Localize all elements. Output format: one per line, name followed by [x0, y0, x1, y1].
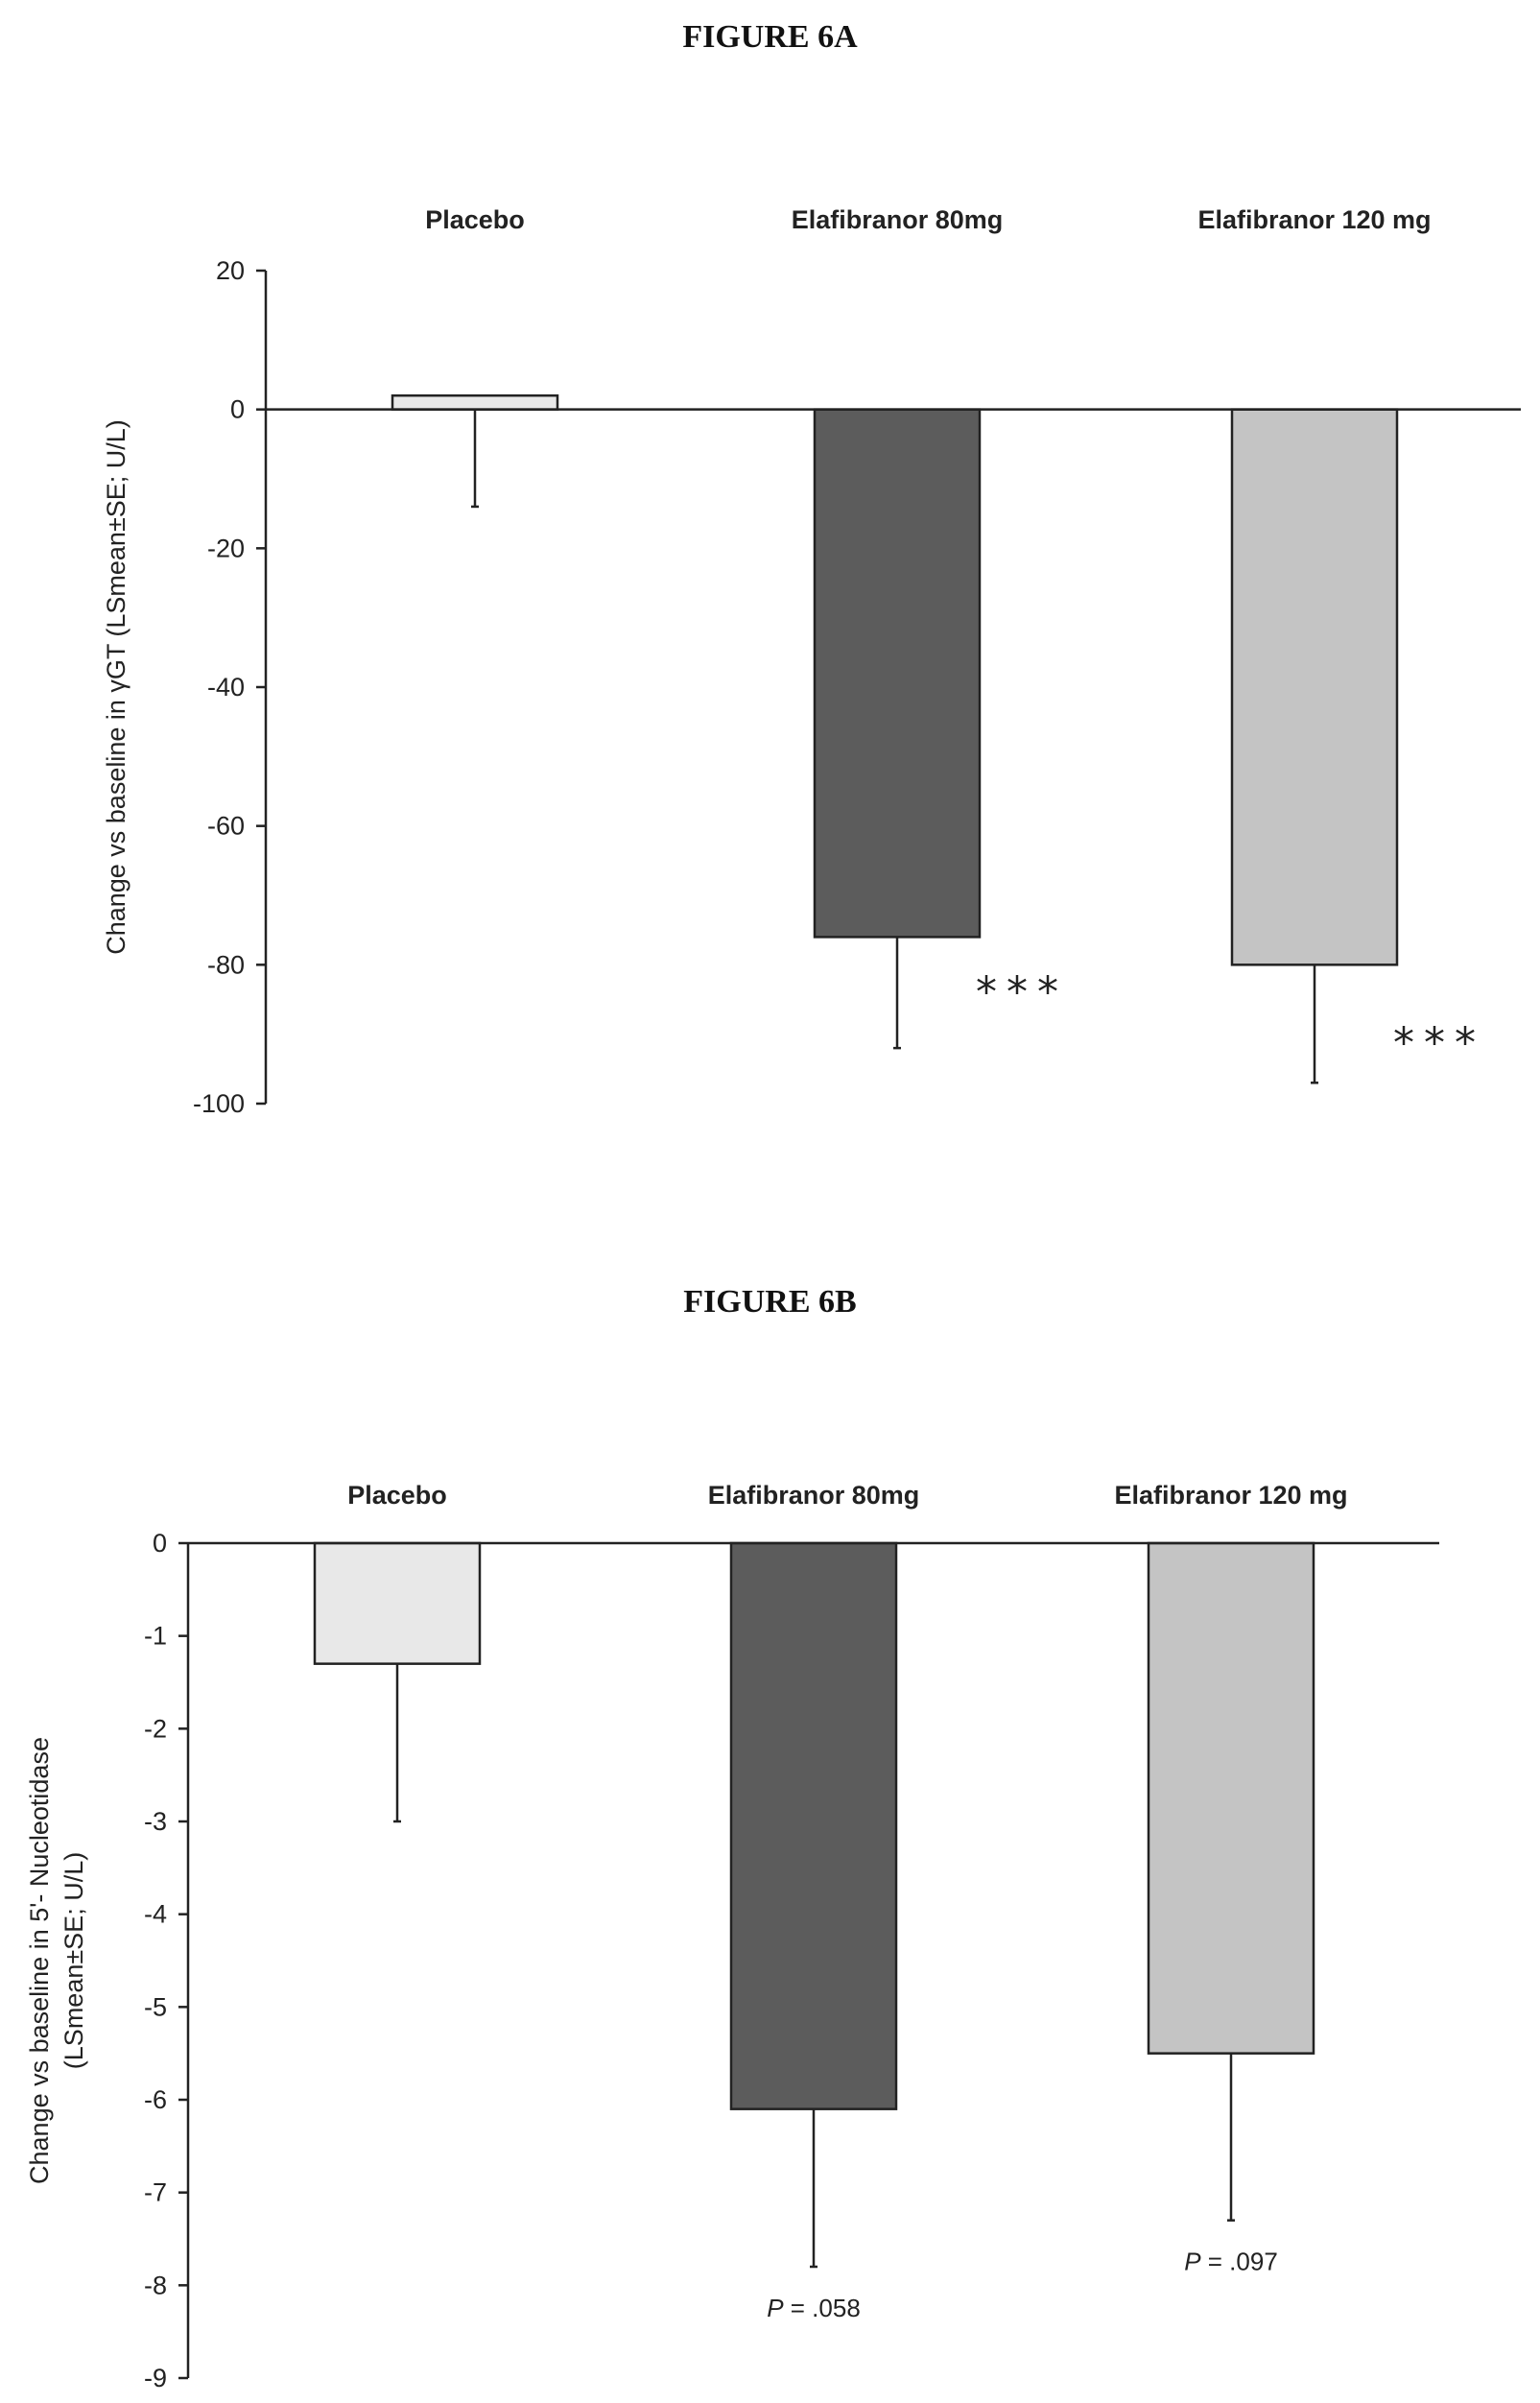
y-axis-label: Change vs baseline in γGT (LSmean±SE; U/…: [102, 419, 130, 955]
y-tick-label: -60: [207, 812, 245, 841]
category-label: Placebo: [347, 1481, 447, 1510]
bar: [729, 1541, 898, 2110]
p-value-annotation: P = .097: [1184, 2248, 1278, 2276]
bar: [813, 408, 982, 939]
figure-6b-title: FIGURE 6B: [683, 1284, 857, 1320]
significance-annotation: ***: [976, 967, 1068, 1016]
chart-figure-6a: 20 0 -20 -40 -60 -80 -100 Placebo Elafibranor 80…: [102, 205, 1521, 1118]
category-label: Elafibranor 80mg: [792, 205, 1004, 234]
y-tick-label: -20: [207, 534, 245, 562]
p-value-annotation: P = .058: [767, 2294, 861, 2322]
category-label: Elafibranor 120 mg: [1197, 205, 1431, 234]
y-tick-label: -7: [144, 2178, 167, 2207]
y-tick-label: -8: [144, 2271, 167, 2299]
bar: [313, 1541, 482, 1665]
y-tick-label: -40: [207, 673, 245, 702]
bar: [1147, 1541, 1315, 2055]
y-tick-label: -1: [144, 1622, 167, 1651]
y-tick-label: 0: [153, 1529, 167, 1558]
y-axis-label-line1: Change vs baseline in 5'- Nucleotidase: [25, 1737, 54, 2184]
bar: [1230, 408, 1399, 966]
y-tick-label: -9: [144, 2364, 167, 2392]
category-label: Elafibranor 120 mg: [1114, 1481, 1347, 1510]
y-tick-label: -80: [207, 950, 245, 979]
category-label: Elafibranor 80mg: [708, 1481, 920, 1510]
y-tick-label: -2: [144, 1714, 167, 1743]
significance-annotation: ***: [1393, 1018, 1485, 1067]
category-label: Placebo: [425, 205, 525, 234]
y-tick-label: -3: [144, 1807, 167, 1836]
y-tick-label: -100: [193, 1089, 245, 1118]
y-tick-label: 0: [230, 395, 245, 424]
y-tick-label: -5: [144, 1992, 167, 2021]
y-tick-label: 20: [216, 256, 245, 285]
figure-6a-title: FIGURE 6A: [682, 19, 858, 55]
y-tick-label: -6: [144, 2085, 167, 2114]
y-axis-label-line2: (LSmean±SE; U/L): [59, 1852, 88, 2069]
y-tick-label: -4: [144, 1900, 167, 1929]
